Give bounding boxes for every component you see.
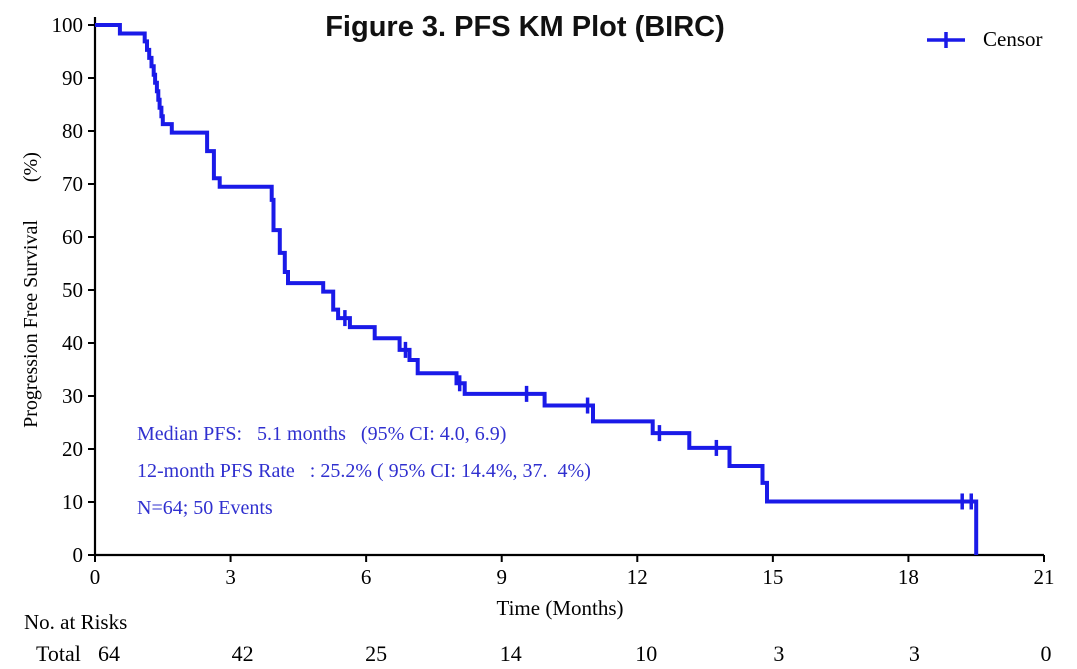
y-tick-label: 30 — [62, 384, 83, 408]
y-tick-label: 90 — [62, 66, 83, 90]
y-tick-label: 80 — [62, 119, 83, 143]
x-tick-label: 18 — [898, 565, 919, 589]
risk-count: 14 — [499, 641, 522, 666]
x-tick-label: 6 — [361, 565, 372, 589]
figure-title: Figure 3. PFS KM Plot (BIRC) — [325, 11, 725, 43]
x-tick-label: 21 — [1034, 565, 1055, 589]
x-tick-label: 3 — [225, 565, 236, 589]
risk-count: 10 — [635, 641, 658, 666]
legend: Censor — [926, 27, 1043, 52]
risk-table-header: No. at Risks — [24, 610, 128, 634]
y-tick-label: 50 — [62, 278, 83, 302]
censor-plus-icon — [927, 31, 965, 48]
x-tick-label: 12 — [627, 565, 648, 589]
risk-row-label: Total — [36, 641, 81, 666]
n-events-annotation: N=64; 50 Events — [137, 497, 273, 519]
risk-count: 64 — [98, 641, 120, 666]
risk-count: 42 — [231, 641, 254, 666]
y-tick-label: 20 — [62, 437, 83, 461]
legend-label: Censor — [983, 27, 1043, 51]
y-tick-label: 60 — [62, 225, 83, 249]
pfs-rate-annotation: 12-month PFS Rate : 25.2% ( 95% CI: 14.4… — [137, 460, 591, 482]
km-curve — [95, 23, 979, 555]
y-tick-label: 100 — [52, 13, 84, 37]
x-tick-label: 9 — [496, 565, 507, 589]
y-tick-label: 0 — [73, 543, 84, 567]
y-tick-label: 40 — [62, 331, 83, 355]
y-tick-label: 70 — [62, 172, 83, 196]
x-axis-label: Time (Months) — [496, 596, 624, 620]
x-tick-label: 15 — [762, 565, 783, 589]
median-pfs-annotation: Median PFS: 5.1 months (95% CI: 4.0, 6.9… — [137, 423, 507, 445]
risk-count: 3 — [773, 641, 785, 666]
y-tick-label: 10 — [62, 490, 83, 514]
risk-count: 3 — [908, 641, 920, 666]
risk-count: 25 — [365, 641, 388, 666]
x-tick-label: 0 — [90, 565, 101, 589]
annotations-block: Median PFS: 5.1 months (95% CI: 4.0, 6.9… — [137, 423, 591, 534]
risk-count: 0 — [1040, 641, 1052, 666]
